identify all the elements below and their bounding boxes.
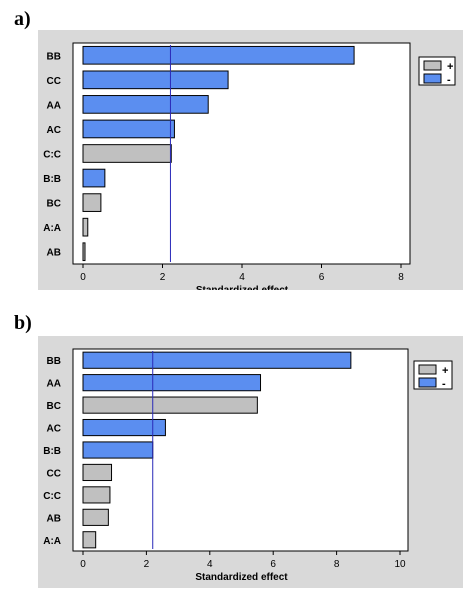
x-tick-label-2: 2	[144, 559, 150, 570]
bar-AB	[82, 242, 86, 262]
legend-swatch-negative	[423, 73, 442, 84]
category-label-C:C: C:C	[43, 150, 61, 161]
bar-B:B	[82, 441, 154, 459]
panel-a-label: a)	[14, 8, 31, 30]
x-tick-label-10: 10	[394, 559, 406, 570]
x-tick-label-2: 2	[160, 272, 166, 283]
bar-C:C	[82, 486, 111, 504]
bar-A:A	[82, 217, 89, 237]
category-label-C:C: C:C	[43, 491, 61, 502]
bar-BB	[82, 351, 352, 369]
bar-AB	[82, 508, 109, 526]
x-tick-label-4: 4	[239, 272, 245, 283]
category-label-AA: AA	[47, 100, 61, 111]
x-tick-label-4: 4	[207, 559, 213, 570]
legend-label-positive: +	[447, 61, 453, 73]
category-label-A:A: A:A	[43, 223, 61, 234]
bar-C:C	[82, 144, 172, 163]
x-tick-label-0: 0	[80, 559, 86, 570]
x-tick-label-6: 6	[319, 272, 325, 283]
category-label-AB: AB	[47, 248, 61, 259]
x-axis-label: Standardized effect	[195, 572, 288, 583]
category-label-B:B: B:B	[43, 174, 61, 185]
bar-B:B	[82, 168, 106, 188]
category-label-AA: AA	[47, 379, 61, 390]
legend-label-negative: -	[442, 378, 446, 390]
bar-AA	[82, 95, 209, 114]
category-label-B:B: B:B	[43, 446, 61, 457]
category-label-BB: BB	[47, 51, 61, 62]
bar-BC	[82, 193, 102, 212]
legend-label-positive: +	[442, 365, 448, 377]
legend-swatch-positive	[418, 364, 437, 375]
category-label-AC: AC	[47, 424, 61, 435]
category-label-AB: AB	[47, 513, 61, 524]
bar-CC	[82, 463, 113, 482]
x-tick-label-0: 0	[80, 272, 86, 283]
legend-label-negative: -	[447, 74, 451, 86]
bar-BB	[82, 45, 355, 65]
bar-CC	[82, 70, 229, 90]
bar-AC	[82, 119, 175, 139]
category-label-BC: BC	[47, 199, 61, 210]
x-tick-label-6: 6	[270, 559, 276, 570]
x-axis-label: Standardized effect	[196, 285, 289, 290]
bar-AA	[82, 374, 262, 392]
chart-a: BB CC AA AC C:C B:B BC A:A AB 0 2 4 6 8 Standardized e…	[38, 30, 463, 290]
bar-A:A	[82, 531, 97, 549]
chart-b: BB AA BC AC B:B CC C:C AB A:A 0 2 4 6 8 10 Standardized…	[38, 336, 463, 588]
category-label-CC: CC	[47, 468, 61, 479]
legend-swatch-negative	[418, 377, 437, 388]
bar-BC	[82, 396, 258, 414]
x-tick-label-8: 8	[398, 272, 404, 283]
bar-AC	[82, 418, 166, 437]
legend-swatch-positive	[423, 60, 442, 71]
panel-b-label: b)	[14, 312, 32, 334]
x-tick-label-8: 8	[334, 559, 340, 570]
category-label-CC: CC	[47, 76, 61, 87]
category-label-A:A: A:A	[43, 536, 61, 547]
category-label-BC: BC	[47, 401, 61, 412]
category-label-BB: BB	[47, 356, 61, 367]
category-label-AC: AC	[47, 125, 61, 136]
